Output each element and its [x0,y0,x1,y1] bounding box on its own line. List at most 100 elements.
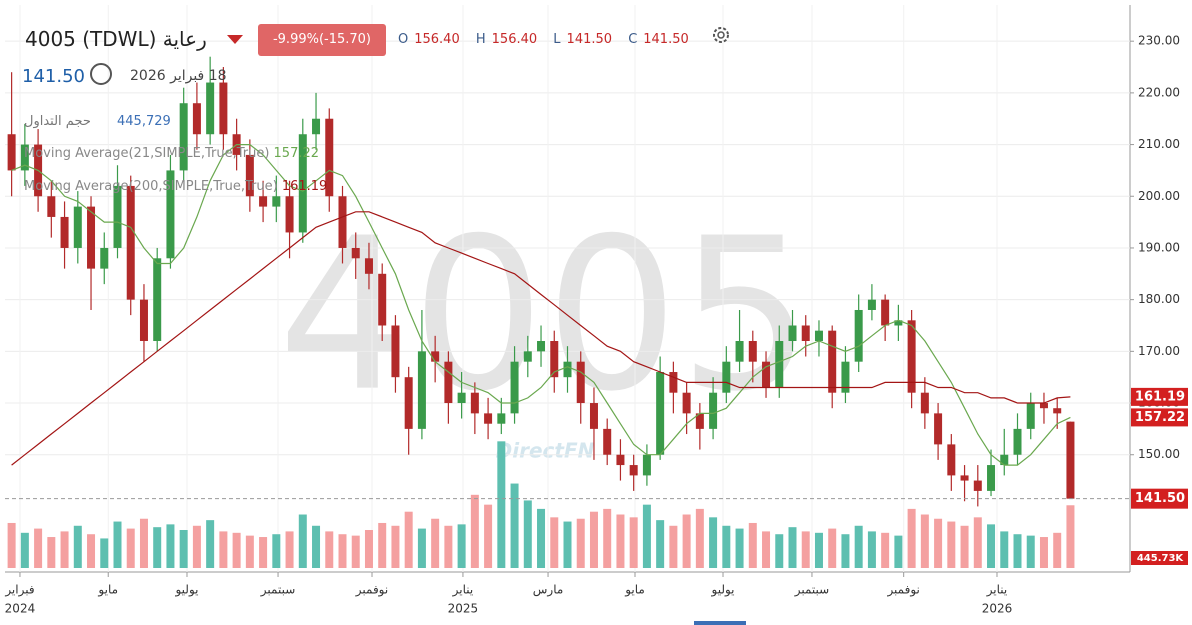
candle-body [589,403,598,429]
y-tick-label: 180.00 [1138,292,1180,306]
candle-body [709,392,718,429]
volume-bar [1039,537,1048,568]
ma-value: 161.19 [281,179,328,194]
ma-name: Moving Average(21,SIMPLE,True,True) [24,146,270,161]
ma21-axis-label-box [1131,408,1188,427]
ohlc-key: H [475,32,486,47]
volume-bar [801,531,810,568]
ohlc: O 156.40 H 156.40 L 141.50 C 141.50 [398,32,701,47]
candle-body [682,392,691,414]
candle-body [960,475,969,481]
candle-body [881,299,890,326]
volume-bar [629,517,638,568]
ma21-axis-label: 157.22 [1135,410,1185,425]
volume-bar [100,538,109,568]
volume-bar [642,504,651,568]
x-tick-label: يناير [452,583,474,598]
last-price-axis-label: 141.50 [1135,491,1185,506]
candle-body [695,413,704,429]
candle-body [113,185,122,248]
ma-legend: Moving Average(21,SIMPLE,True,True) 157.… [24,146,319,161]
candle-body [867,299,876,310]
volume-bar [60,531,69,568]
clock-icon [90,63,112,85]
x-tick-label: نوفمبر [886,583,919,598]
candle-body [457,392,466,404]
volume-bar [881,532,890,568]
volume-bar [1000,531,1009,568]
volume-bar [762,531,771,568]
volume-bar [709,517,718,568]
candle-body [259,196,268,207]
volume-bar [7,522,16,568]
volume-bar [312,525,321,568]
x-tick-label: فبراير [4,583,34,598]
candle-body [87,206,96,269]
y-tick-label: 210.00 [1138,137,1180,151]
candle-body [550,341,559,378]
volume-bar [206,520,215,568]
volume-bar [245,535,254,568]
y-tick-label: 220.00 [1138,85,1180,99]
volume-bar [47,537,56,568]
candle-body [338,196,347,248]
candle-body [788,325,797,342]
x-year-label: 2024 [5,602,36,616]
candle-body [60,216,69,248]
volume-bar [775,534,784,568]
candle-body [1066,421,1075,499]
change-badge: -9.99%(-15.70) [258,24,386,56]
ma-legend: Moving Average(200,SIMPLE,True,True) 161… [24,179,327,194]
candle-body [497,413,506,424]
candle-body [735,341,744,362]
candle-body [153,258,162,342]
settings-icon[interactable] [710,24,732,46]
candle-body [325,118,334,197]
volume-bar [1013,534,1022,568]
ma200-axis-label: 161.19 [1135,389,1185,404]
volume-bar [378,522,387,568]
scroll-handle[interactable] [694,621,746,625]
x-year-label: 2026 [982,602,1013,616]
candle-body [801,325,810,342]
volume-bar [920,514,929,568]
volume-bar [364,529,373,568]
ma-value: 157.22 [273,146,320,161]
volume-bar [153,527,162,568]
volume-bar [219,531,228,568]
volume-bar [325,531,334,568]
candle-body [206,82,215,135]
candle-body [523,351,532,362]
candle-body [285,196,294,233]
candle-body [722,361,731,393]
volume-bar [788,527,797,568]
candle-body [7,134,16,171]
volume-bar [894,535,903,568]
volume-bar [550,517,559,568]
candle-body [814,330,823,342]
volume-bar [814,532,823,568]
volume-bar [351,535,360,568]
volume-bar [603,508,612,568]
candle-body [47,196,56,217]
volume-bar [960,525,969,568]
volume-bar [484,504,493,568]
volume-bar [457,524,466,568]
candle-body [616,454,625,466]
ma-name: Moving Average(200,SIMPLE,True,True) [24,179,278,194]
x-tick-label: يناير [986,583,1008,598]
x-tick-label: سبتمبر [260,583,295,598]
volume-bar [113,521,122,568]
candle-body [73,206,82,248]
candle-body [775,341,784,388]
ohlc-value: 141.50 [643,32,689,47]
candle-body [510,361,519,414]
candle-body [245,154,254,197]
volume-bar [259,537,268,568]
candle-body [907,320,916,393]
candle-body [934,413,943,445]
volume-bar [867,531,876,568]
date: 18 فبراير 2026 [130,68,227,84]
brand-watermark: DirectFN [496,439,595,463]
